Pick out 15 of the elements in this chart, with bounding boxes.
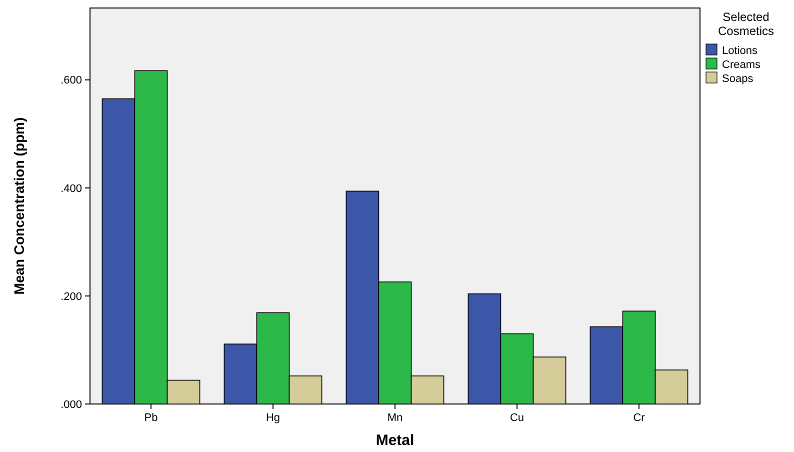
legend-label: Soaps: [722, 73, 754, 85]
x-tick-label: Hg: [266, 412, 280, 424]
x-tick-label: Cu: [510, 412, 524, 424]
legend-label: Creams: [722, 59, 762, 71]
y-axis-title: Mean Concentration (ppm): [11, 117, 27, 295]
x-tick-label: Pb: [144, 412, 158, 424]
y-tick-label: .000: [60, 398, 82, 411]
x-tick-label: Cr: [633, 412, 646, 424]
legend-label: Lotions: [722, 45, 758, 57]
y-tick-label: .600: [60, 74, 82, 87]
y-tick-label: .400: [60, 182, 82, 195]
y-tick-label: .200: [60, 290, 82, 303]
x-tick-label: Mn: [387, 412, 403, 424]
legend-title: Selected Cosmetics: [718, 10, 774, 38]
x-axis-title: Metal: [376, 432, 414, 449]
